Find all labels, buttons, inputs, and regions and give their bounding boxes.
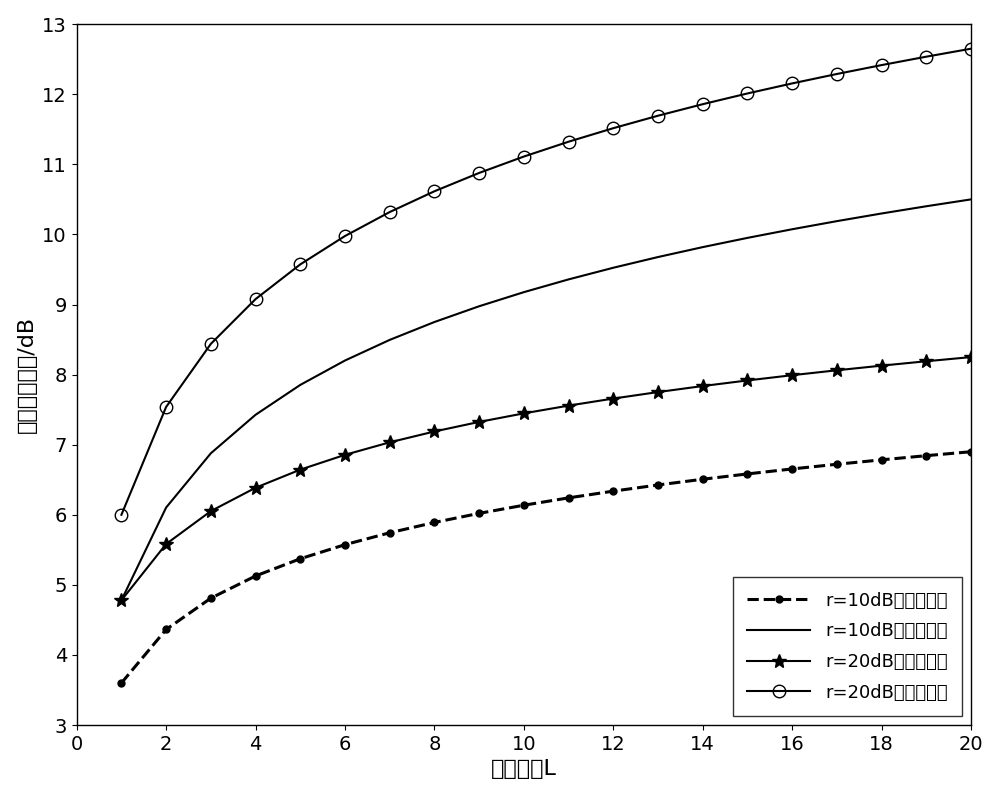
r=10dB时放大转发 [428, 517, 440, 527]
Line: r=20dB时压缩转发: r=20dB时压缩转发 [115, 42, 977, 521]
r=10dB时压缩转发 [160, 503, 172, 513]
r=20dB时放大转发 [384, 438, 396, 447]
r=10dB时放大转发 [384, 528, 396, 537]
r=20dB时压缩转发 [920, 52, 932, 61]
r=20dB时压缩转发 [384, 207, 396, 217]
r=10dB时压缩转发 [518, 287, 530, 297]
r=10dB时压缩转发 [115, 595, 127, 605]
r=20dB时压缩转发 [965, 44, 977, 53]
r=20dB时放大转发 [786, 370, 798, 380]
r=20dB时压缩转发 [473, 168, 485, 178]
r=20dB时放大转发 [205, 506, 217, 516]
X-axis label: 中继个数L: 中继个数L [491, 759, 557, 779]
r=20dB时压缩转发 [518, 152, 530, 162]
r=10dB时压缩转发 [294, 380, 306, 390]
r=10dB时压缩转发 [384, 335, 396, 345]
r=10dB时放大转发 [697, 474, 709, 484]
r=10dB时放大转发 [965, 447, 977, 456]
r=20dB时压缩转发 [115, 510, 127, 520]
r=20dB时放大转发 [294, 465, 306, 474]
r=10dB时压缩转发 [473, 302, 485, 311]
r=10dB时放大转发 [160, 625, 172, 634]
r=10dB时放大转发 [250, 572, 262, 581]
r=20dB时压缩转发 [205, 339, 217, 349]
r=10dB时压缩转发 [339, 356, 351, 365]
r=10dB时放大转发 [518, 501, 530, 510]
r=20dB时放大转发 [741, 376, 753, 385]
r=20dB时压缩转发 [160, 402, 172, 412]
r=20dB时放大转发 [697, 381, 709, 391]
r=20dB时放大转发 [115, 595, 127, 605]
r=20dB时放大转发 [160, 539, 172, 548]
r=10dB时压缩转发 [428, 318, 440, 327]
r=10dB时压缩转发 [652, 252, 664, 262]
r=20dB时放大转发 [428, 427, 440, 436]
r=10dB时放大转发 [294, 554, 306, 564]
r=20dB时压缩转发 [563, 137, 575, 146]
r=10dB时压缩转发 [205, 448, 217, 458]
r=10dB时放大转发 [205, 593, 217, 603]
r=10dB时压缩转发 [697, 242, 709, 252]
r=20dB时压缩转发 [831, 69, 843, 79]
r=10dB时放大转发 [563, 493, 575, 502]
r=20dB时放大转发 [473, 417, 485, 427]
r=10dB时放大转发 [920, 451, 932, 460]
r=10dB时放大转发 [876, 455, 888, 465]
Line: r=20dB时放大转发: r=20dB时放大转发 [114, 350, 978, 607]
r=20dB时压缩转发 [786, 79, 798, 88]
r=20dB时放大转发 [876, 361, 888, 370]
r=10dB时压缩转发 [563, 275, 575, 284]
r=10dB时放大转发 [652, 480, 664, 490]
r=10dB时压缩转发 [831, 217, 843, 226]
r=20dB时放大转发 [607, 394, 619, 404]
r=20dB时压缩转发 [428, 186, 440, 196]
r=20dB时放大转发 [518, 408, 530, 418]
r=10dB时放大转发 [115, 678, 127, 688]
r=20dB时压缩转发 [697, 100, 709, 109]
r=10dB时压缩转发 [786, 224, 798, 234]
r=20dB时压缩转发 [294, 259, 306, 269]
r=20dB时压缩转发 [652, 111, 664, 120]
r=10dB时放大转发 [473, 509, 485, 518]
r=20dB时放大转发 [563, 401, 575, 411]
r=20dB时放大转发 [831, 365, 843, 375]
r=10dB时压缩转发 [741, 233, 753, 243]
r=10dB时压缩转发 [250, 410, 262, 419]
r=20dB时放大转发 [250, 483, 262, 493]
r=20dB时压缩转发 [607, 123, 619, 133]
r=10dB时放大转发 [831, 459, 843, 469]
r=20dB时放大转发 [920, 357, 932, 366]
r=20dB时压缩转发 [876, 60, 888, 70]
r=20dB时压缩转发 [741, 88, 753, 98]
Line: r=10dB时放大转发: r=10dB时放大转发 [118, 448, 974, 686]
r=20dB时压缩转发 [250, 295, 262, 304]
r=20dB时压缩转发 [339, 232, 351, 241]
r=10dB时放大转发 [339, 540, 351, 549]
Line: r=10dB时压缩转发: r=10dB时压缩转发 [121, 199, 971, 600]
r=10dB时放大转发 [741, 469, 753, 478]
r=20dB时放大转发 [965, 353, 977, 362]
r=20dB时放大转发 [339, 450, 351, 459]
r=10dB时放大转发 [786, 464, 798, 474]
Legend: r=10dB时放大转发, r=10dB时压缩转发, r=20dB时放大转发, r=20dB时压缩转发: r=10dB时放大转发, r=10dB时压缩转发, r=20dB时放大转发, r… [733, 577, 962, 716]
r=20dB时放大转发 [652, 388, 664, 397]
r=10dB时压缩转发 [876, 209, 888, 218]
r=10dB时压缩转发 [607, 263, 619, 272]
r=10dB时压缩转发 [965, 194, 977, 204]
r=10dB时压缩转发 [920, 201, 932, 211]
Y-axis label: 接收端信噪比/dB: 接收端信噪比/dB [17, 316, 37, 433]
r=10dB时放大转发 [607, 486, 619, 496]
